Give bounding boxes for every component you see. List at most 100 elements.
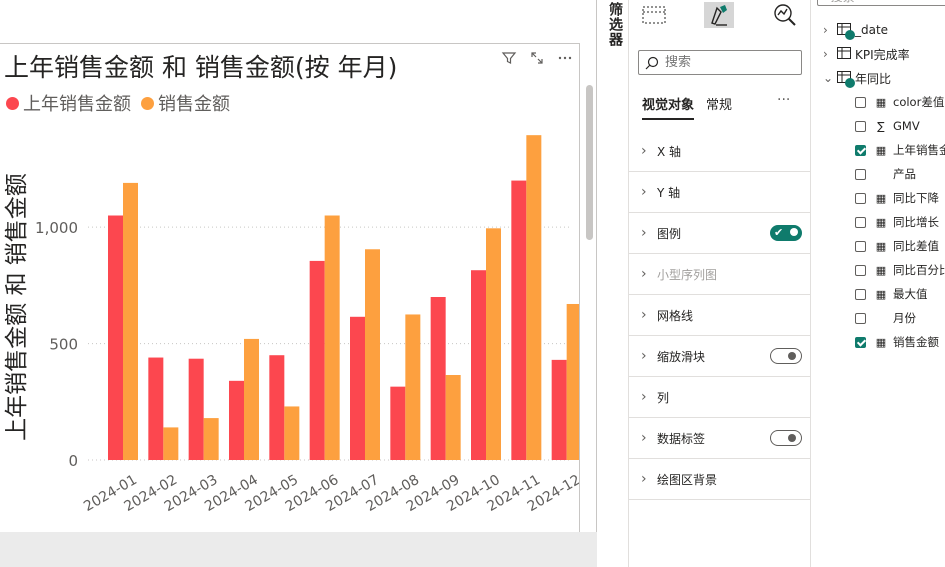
legend-swatch: [6, 96, 19, 110]
table-date[interactable]: › _date: [811, 18, 945, 42]
bar: [471, 270, 486, 460]
field-label: 同比下降: [893, 191, 939, 205]
legend-item-sales[interactable]: 销售金额: [141, 90, 230, 116]
field-checkbox[interactable]: [855, 144, 866, 156]
field-item[interactable]: ▦ color差值: [811, 90, 945, 114]
legend-toggle[interactable]: ✔: [770, 225, 802, 241]
field-item[interactable]: ▦ 同比增长: [811, 210, 945, 234]
field-item[interactable]: ∑ GMV: [811, 114, 945, 138]
canvas-divider: [596, 0, 597, 532]
table-yoy[interactable]: ⌄ 年同比: [811, 66, 945, 90]
field-item[interactable]: 月份: [811, 306, 945, 330]
focus-mode-icon[interactable]: [529, 50, 545, 66]
section-x-axis[interactable]: › X 轴: [629, 131, 810, 172]
chevron-right-icon: ›: [641, 143, 647, 159]
format-visual-icon[interactable]: [704, 2, 734, 28]
table-name: _date: [855, 23, 889, 37]
legend-swatch: [141, 96, 154, 110]
chevron-right-icon: ›: [641, 225, 647, 241]
bar: [430, 297, 446, 460]
tab-visual[interactable]: 视觉对象: [642, 94, 695, 120]
bar: [148, 357, 164, 460]
section-zoom-slider[interactable]: › 缩放滑块: [629, 336, 810, 377]
tab-general[interactable]: 常规: [706, 98, 733, 113]
table-kpi[interactable]: › KPI完成率: [811, 42, 945, 66]
canvas-scrollbar[interactable]: [586, 85, 593, 240]
build-visual-icon[interactable]: [639, 2, 669, 28]
section-columns[interactable]: › 列: [629, 377, 810, 418]
y-axis-title: 上年销售金额 和 销售金额: [4, 173, 30, 441]
field-checkbox[interactable]: [855, 336, 866, 348]
report-canvas: 上年销售金额 和 销售金额(按 年月) 上年销售金额 销售金额 0 500 1,00…: [0, 0, 597, 567]
data-search-input[interactable]: ‹ 搜索: [817, 0, 945, 6]
bar: [390, 386, 406, 460]
table-icon: [837, 71, 855, 88]
chevron-right-icon: ›: [641, 471, 647, 487]
legend-item-prev-year[interactable]: 上年销售金额: [6, 90, 131, 116]
chevron-right-icon: ›: [641, 348, 647, 364]
fields-tree: › _date › KPI完成率 ⌄ 年同比 ▦ color差值 ∑ GMV ▦ 上年销售…: [811, 18, 945, 354]
filters-pane-label[interactable]: 筛选器: [607, 2, 623, 47]
field-checkbox[interactable]: [855, 312, 866, 324]
field-label: color差值: [893, 95, 945, 109]
zoom-slider-toggle[interactable]: [770, 348, 802, 364]
field-item[interactable]: ▦ 同比下降: [811, 186, 945, 210]
filter-icon[interactable]: [501, 50, 517, 66]
field-checkbox[interactable]: [855, 192, 866, 204]
toggle-knob: [788, 352, 796, 360]
section-gridlines[interactable]: › 网格线: [629, 295, 810, 336]
field-label: 产品: [893, 167, 916, 181]
section-legend[interactable]: › 图例 ✔: [629, 213, 810, 254]
section-label: X 轴: [657, 144, 682, 159]
field-label: 月份: [893, 311, 916, 325]
bar: [405, 314, 421, 460]
field-checkbox[interactable]: [855, 288, 866, 300]
table-name: 年同比: [855, 71, 892, 86]
calc-icon: ▦: [875, 191, 887, 205]
field-checkbox[interactable]: [855, 168, 866, 180]
toggle-knob: [788, 434, 796, 442]
more-options-icon[interactable]: [557, 50, 573, 66]
calc-icon: ▦: [875, 215, 887, 229]
analytics-icon[interactable]: [770, 2, 800, 28]
chevron-right-icon: ›: [641, 184, 647, 200]
section-y-axis[interactable]: › Y 轴: [629, 172, 810, 213]
section-small-multiples: › 小型序列图: [629, 254, 810, 295]
field-item[interactable]: ▦ 同比百分比: [811, 258, 945, 282]
field-item[interactable]: ▦ 上年销售金: [811, 138, 945, 162]
calc-icon: ▦: [875, 263, 887, 277]
section-plot-area-background[interactable]: › 绘图区背景: [629, 459, 810, 500]
data-labels-toggle[interactable]: [770, 430, 802, 446]
section-data-labels[interactable]: › 数据标签: [629, 418, 810, 459]
field-item[interactable]: ▦ 同比差值: [811, 234, 945, 258]
y-tick-label: 500: [49, 336, 78, 354]
field-checkbox[interactable]: [855, 216, 866, 228]
calc-icon: ▦: [875, 239, 887, 253]
table-icon: [837, 23, 855, 40]
field-checkbox[interactable]: [855, 240, 866, 252]
bar: [445, 375, 461, 460]
bar: [566, 303, 579, 460]
visual-title: 上年销售金额 和 销售金额(按 年月): [4, 53, 398, 82]
sigma-icon: ∑: [877, 119, 885, 133]
viz-search-input[interactable]: [665, 55, 795, 70]
field-item[interactable]: 产品: [811, 162, 945, 186]
field-item[interactable]: ▦ 最大值: [811, 282, 945, 306]
field-item[interactable]: ▦ 销售金额: [811, 330, 945, 354]
table-icon: [837, 47, 853, 61]
chevron-right-icon: ›: [641, 430, 647, 446]
clustered-column-chart-visual[interactable]: 上年销售金额 和 销售金额(按 年月) 上年销售金额 销售金额 0 500 1,00…: [0, 43, 580, 532]
bar: [324, 215, 340, 460]
bar: [229, 380, 244, 460]
field-checkbox[interactable]: [855, 96, 866, 108]
field-label: 同比增长: [893, 215, 939, 229]
field-checkbox[interactable]: [855, 120, 866, 132]
filters-pane-collapsed[interactable]: 筛选器: [597, 0, 629, 567]
table-name: KPI完成率: [855, 47, 910, 62]
section-label: 图例: [657, 226, 682, 241]
bar: [350, 316, 365, 460]
more-options-icon[interactable]: ···: [777, 92, 791, 108]
field-checkbox[interactable]: [855, 264, 866, 276]
viz-search-box[interactable]: [638, 50, 802, 75]
